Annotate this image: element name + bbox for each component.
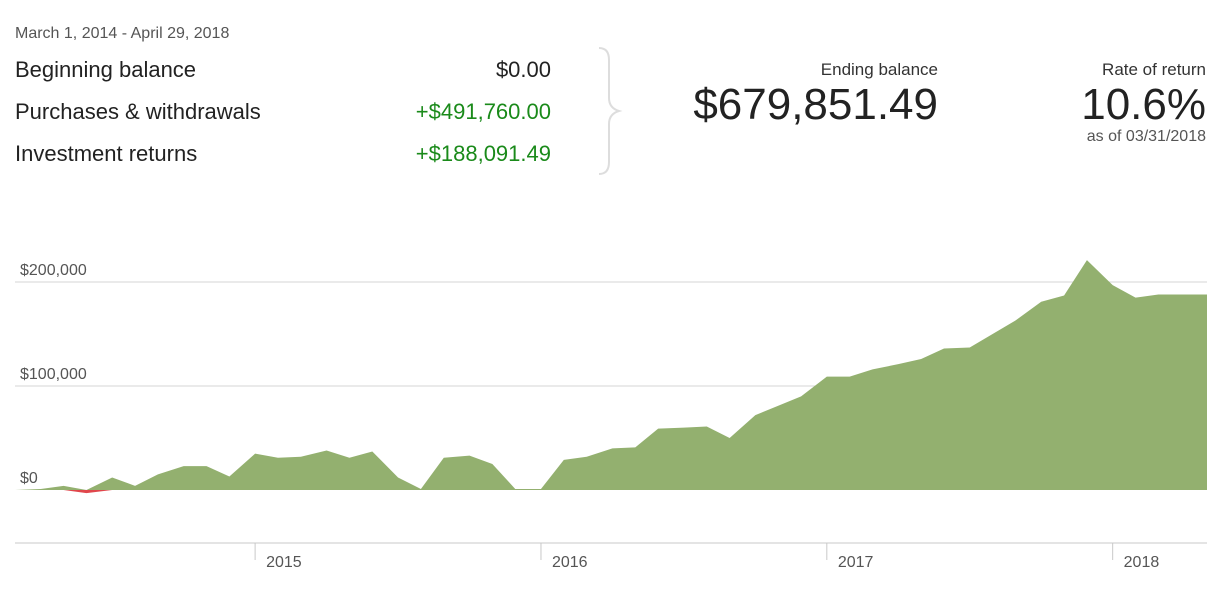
- area-layer: [15, 260, 1207, 494]
- y-tick-label-2: $200,000: [20, 262, 87, 279]
- x-tick-label-2: 2017: [838, 554, 874, 571]
- purchases-withdrawals-value: +$491,760.00: [415, 99, 551, 124]
- beginning-balance-label: Beginning balance: [15, 57, 197, 82]
- investment-returns-label: Investment returns: [15, 141, 198, 166]
- ending-balance-label: Ending balance: [820, 60, 938, 79]
- x-tick-label-1: 2016: [552, 554, 588, 571]
- y-tick-label-1: $100,000: [20, 366, 87, 383]
- rate-of-return-asof: as of 03/31/2018: [1086, 128, 1206, 145]
- y-tick-label-0: $0: [20, 470, 38, 487]
- x-tick-label-3: 2018: [1124, 554, 1160, 571]
- date-range: March 1, 2014 - April 29, 2018: [15, 25, 230, 42]
- investment-returns-value: +$188,091.49: [415, 141, 551, 166]
- y-axis-ticks: $0 $100,000 $200,000: [20, 262, 87, 487]
- negative-area: [15, 490, 1207, 494]
- beginning-balance-value: $0.00: [495, 57, 551, 82]
- balance-area: [15, 260, 1207, 490]
- x-tick-label-0: 2015: [266, 554, 302, 571]
- x-axis: 2015 2016 2017 2018: [15, 542, 1207, 571]
- ending-balance-value: $679,851.49: [693, 80, 938, 129]
- investment-returns-row: Investment returns +$188,091.49: [15, 141, 551, 171]
- rate-of-return-label: Rate of return: [1102, 60, 1206, 79]
- summary-brace-icon: [598, 47, 623, 175]
- purchases-withdrawals-row: Purchases & withdrawals +$491,760.00: [15, 99, 551, 129]
- purchases-withdrawals-label: Purchases & withdrawals: [15, 99, 261, 124]
- rate-of-return-value: 10.6%: [1081, 80, 1206, 129]
- beginning-balance-row: Beginning balance $0.00: [15, 57, 551, 87]
